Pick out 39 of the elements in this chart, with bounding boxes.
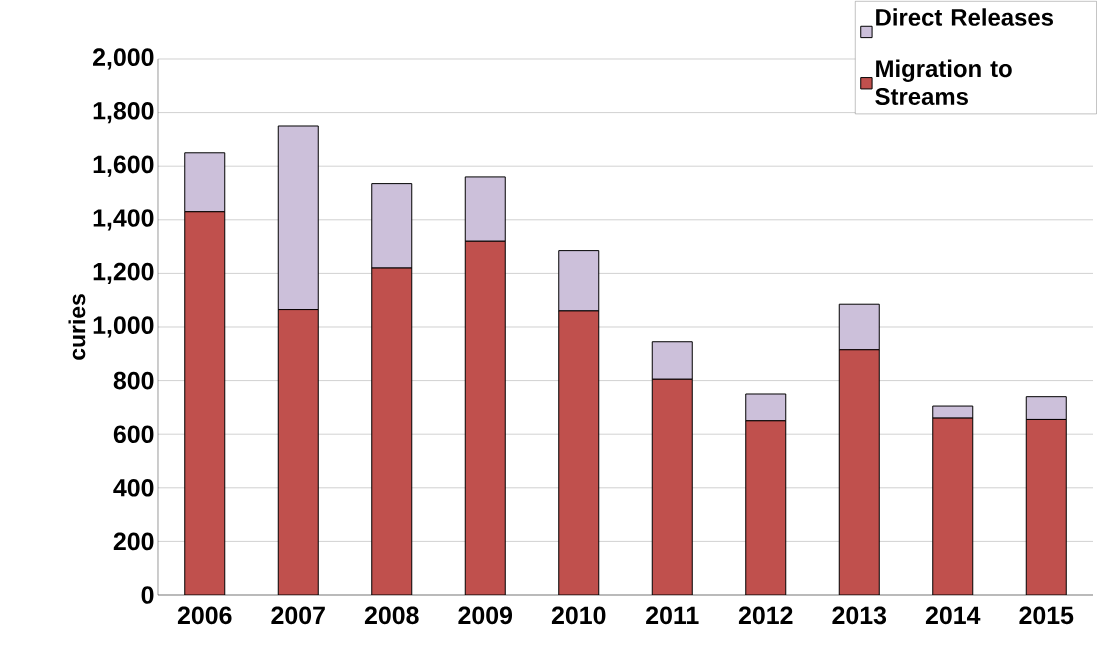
bar	[371, 267, 413, 595]
x-tick-label: 2015	[1019, 606, 1074, 625]
x-tick-label: 2006	[177, 606, 232, 625]
x-tick-label: 2011	[646, 606, 699, 625]
bar	[932, 417, 974, 595]
y-tick-label: 1,200	[93, 262, 154, 285]
bar	[745, 420, 787, 595]
legend-label: Direct Releases	[876, 8, 1053, 26]
bar	[1025, 418, 1067, 595]
y-tick-label: 600	[113, 425, 154, 444]
y-tick-label: 1,400	[93, 209, 154, 231]
bar	[651, 378, 693, 595]
bar	[745, 393, 787, 422]
bar	[184, 211, 226, 595]
legend-label: Migration to Streams	[875, 59, 1012, 106]
bar	[558, 250, 600, 312]
y-tick-label: 1,000	[93, 316, 154, 338]
x-tick-label: 2013	[832, 606, 887, 625]
y-tick-label: 2,000	[93, 48, 154, 70]
x-tick-label: 2009	[458, 606, 513, 625]
y-tick-label: 200	[113, 532, 154, 551]
y-axis-title: curies	[68, 294, 86, 360]
bar	[838, 303, 880, 351]
bar	[932, 405, 974, 419]
y-tick-label: 0	[141, 586, 154, 604]
bar	[464, 240, 506, 595]
y-tick-label: 400	[113, 478, 154, 497]
x-tick-label: 2007	[271, 606, 325, 625]
bar	[651, 341, 693, 380]
x-tick-label: 2014	[925, 606, 981, 625]
bar	[558, 310, 600, 595]
y-tick-label: 1,800	[93, 101, 154, 124]
bar	[277, 309, 319, 595]
y-tick-label: 1,600	[93, 155, 154, 177]
x-tick-label: 2012	[738, 606, 793, 625]
y-tick-label: 800	[113, 371, 154, 390]
x-tick-label: 2008	[364, 606, 419, 625]
x-tick-label: 2010	[551, 606, 606, 625]
bar	[838, 349, 880, 595]
